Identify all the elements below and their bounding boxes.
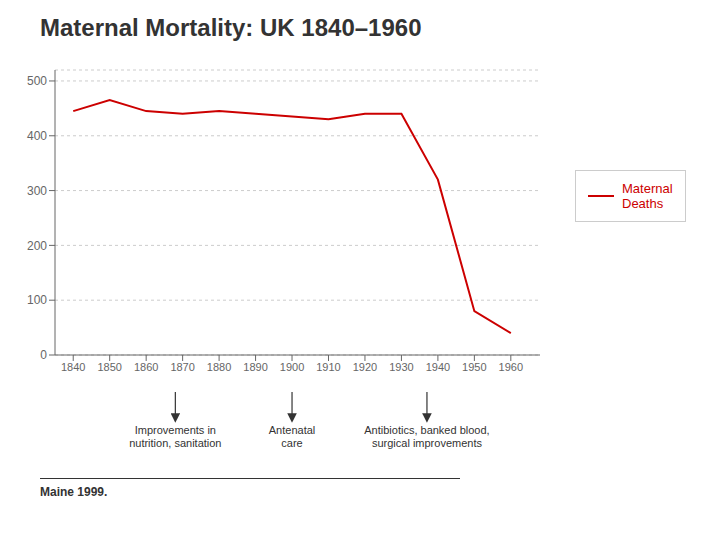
svg-text:Improvements innutrition, sani: Improvements innutrition, sanitation <box>129 424 221 449</box>
svg-text:1850: 1850 <box>97 361 121 373</box>
svg-text:1940: 1940 <box>426 361 450 373</box>
svg-text:1960: 1960 <box>499 361 523 373</box>
svg-text:0: 0 <box>40 348 47 362</box>
svg-text:1930: 1930 <box>389 361 413 373</box>
svg-text:Antenatalcare: Antenatalcare <box>269 424 315 449</box>
svg-text:1910: 1910 <box>316 361 340 373</box>
svg-text:1950: 1950 <box>462 361 486 373</box>
svg-text:400: 400 <box>27 129 47 143</box>
svg-text:1920: 1920 <box>353 361 377 373</box>
svg-text:1900: 1900 <box>280 361 304 373</box>
svg-text:300: 300 <box>27 184 47 198</box>
html-text:Maternal Deaths: Maternal Deaths <box>622 181 673 211</box>
svg-text:1890: 1890 <box>243 361 267 373</box>
svg-text:100: 100 <box>27 293 47 307</box>
svg-text:Antibiotics, banked blood,surg: Antibiotics, banked blood,surgical impro… <box>364 424 489 449</box>
svg-text:500: 500 <box>27 74 47 88</box>
svg-text:1880: 1880 <box>207 361 231 373</box>
svg-text:200: 200 <box>27 239 47 253</box>
svg-text:1860: 1860 <box>134 361 158 373</box>
svg-text:1840: 1840 <box>61 361 85 373</box>
html-text:Maternal Mortality: UK 1840–19: Maternal Mortality: UK 1840–1960 <box>40 14 422 41</box>
html-text:Maine 1999.: Maine 1999. <box>40 485 108 499</box>
svg-text:1870: 1870 <box>170 361 194 373</box>
